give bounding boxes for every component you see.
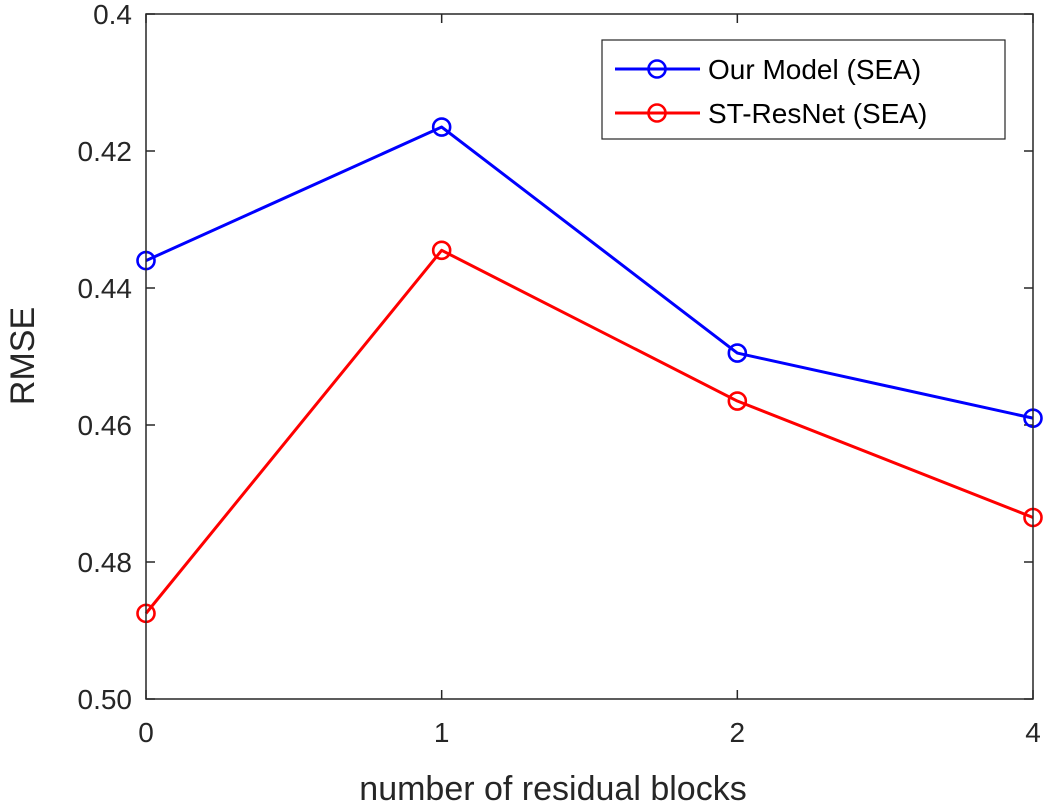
y-tick-label: 0.46: [78, 410, 133, 441]
x-tick-label: 1: [434, 717, 450, 748]
x-tick-label: 4: [1025, 717, 1041, 748]
legend-box: [601, 39, 1006, 140]
x-tick-label: 0: [138, 717, 154, 748]
data-point: [727, 343, 748, 363]
plot-frame: [145, 13, 1034, 700]
legend-marker: [647, 103, 667, 123]
data-point: [431, 240, 452, 261]
y-tick-label: 0.50: [78, 684, 133, 715]
y-tick-label: 0.4: [93, 0, 132, 30]
x-tick-label: 2: [730, 717, 746, 748]
y-axis-title: RMSE: [4, 307, 42, 405]
y-tick-label: 0.44: [78, 273, 133, 304]
y-tick-label: 0.48: [78, 547, 133, 578]
legend-entry-1: Our Model (SEA): [615, 54, 921, 85]
x-axis-title: number of residual blocks: [359, 770, 746, 808]
legend: Our Model (SEA) ST-ResNet (SEA): [601, 39, 1006, 140]
data-point: [727, 391, 748, 411]
series-line: [144, 248, 1034, 615]
series-line: [145, 125, 1034, 420]
tick-labels: 0 1 2 4 0.4 0.42 0.44 0.46 0.48 0.50: [78, 0, 1041, 748]
legend-entry-2: ST-ResNet (SEA): [615, 98, 927, 129]
legend-marker: [647, 59, 667, 79]
series-2: [136, 240, 1043, 624]
legend-label: Our Model (SEA): [708, 54, 921, 85]
data-point: [431, 117, 452, 137]
y-tick-label: 0.42: [78, 136, 133, 167]
legend-label: ST-ResNet (SEA): [708, 98, 927, 129]
